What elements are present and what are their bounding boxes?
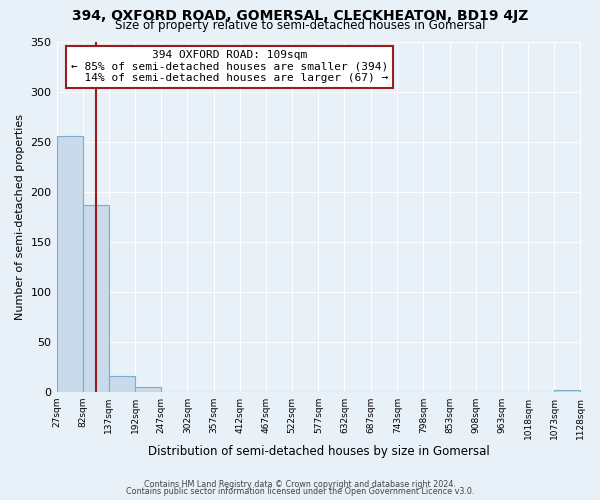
Text: Size of property relative to semi-detached houses in Gomersal: Size of property relative to semi-detach… [115, 18, 485, 32]
Bar [83, 204, 109, 392]
Bar [135, 387, 161, 392]
Bar [109, 376, 135, 392]
Bar [56, 136, 83, 392]
Text: 394 OXFORD ROAD: 109sqm
← 85% of semi-detached houses are smaller (394)
  14% of: 394 OXFORD ROAD: 109sqm ← 85% of semi-de… [71, 50, 388, 84]
Text: 394, OXFORD ROAD, GOMERSAL, CLECKHEATON, BD19 4JZ: 394, OXFORD ROAD, GOMERSAL, CLECKHEATON,… [72, 9, 528, 23]
Text: Contains HM Land Registry data © Crown copyright and database right 2024.: Contains HM Land Registry data © Crown c… [144, 480, 456, 489]
Text: Contains public sector information licensed under the Open Government Licence v3: Contains public sector information licen… [126, 487, 474, 496]
Bar [554, 390, 580, 392]
X-axis label: Distribution of semi-detached houses by size in Gomersal: Distribution of semi-detached houses by … [148, 444, 490, 458]
Y-axis label: Number of semi-detached properties: Number of semi-detached properties [15, 114, 25, 320]
